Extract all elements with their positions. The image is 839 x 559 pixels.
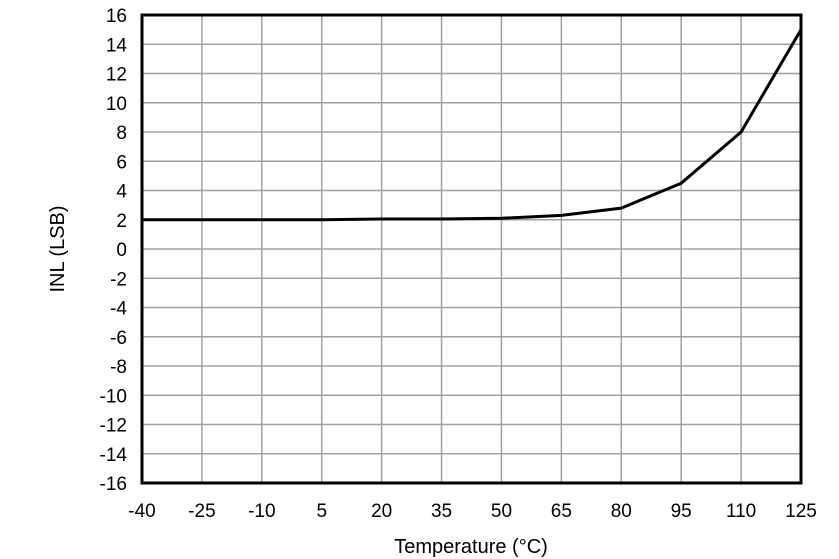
x-tick-label: 5 (316, 501, 327, 522)
y-tick-label: -10 (100, 386, 127, 407)
y-tick-label: 6 (116, 152, 127, 173)
y-axis-label: INL (LSB) (47, 205, 69, 292)
x-tick-label: 80 (611, 501, 632, 522)
x-tick-label: 65 (551, 501, 572, 522)
x-tick-label: 35 (431, 501, 452, 522)
x-tick-label: -25 (188, 501, 215, 522)
x-axis-ticks: -40 -25 -10 5 20 35 50 65 80 95 110 125 (128, 501, 817, 522)
x-axis-label: Temperature (°C) (394, 536, 548, 558)
y-tick-label: 4 (116, 182, 127, 203)
x-tick-label: 50 (491, 501, 512, 522)
x-tick-label: 110 (726, 501, 756, 522)
x-tick-label: -10 (248, 501, 275, 522)
y-tick-label: -16 (100, 474, 127, 495)
y-axis-ticks: 16 14 12 10 8 6 4 2 0 -2 -4 -6 -8 -10 -12 -14 -16 (100, 6, 128, 495)
y-tick-label: 8 (116, 123, 127, 144)
y-tick-label: -12 (100, 416, 127, 437)
y-tick-label: -2 (110, 269, 127, 290)
y-tick-label: -6 (110, 328, 127, 349)
y-tick-label: 16 (106, 6, 127, 27)
x-tick-label: 125 (785, 501, 817, 522)
x-tick-label: 20 (371, 501, 392, 522)
y-tick-label: 0 (116, 240, 127, 261)
grid-lines (141, 14, 802, 484)
plot-frame (140, 13, 803, 485)
x-tick-label: 95 (671, 501, 692, 522)
y-tick-label: 2 (116, 211, 127, 232)
y-tick-label: -14 (100, 445, 128, 466)
inl-series-line (142, 28, 803, 222)
y-tick-label: 10 (106, 94, 127, 115)
x-tick-label: -40 (128, 501, 155, 522)
y-tick-label: 14 (106, 35, 128, 56)
y-tick-label: 12 (106, 65, 127, 86)
y-tick-label: -8 (110, 357, 127, 378)
y-tick-label: -4 (110, 299, 127, 320)
